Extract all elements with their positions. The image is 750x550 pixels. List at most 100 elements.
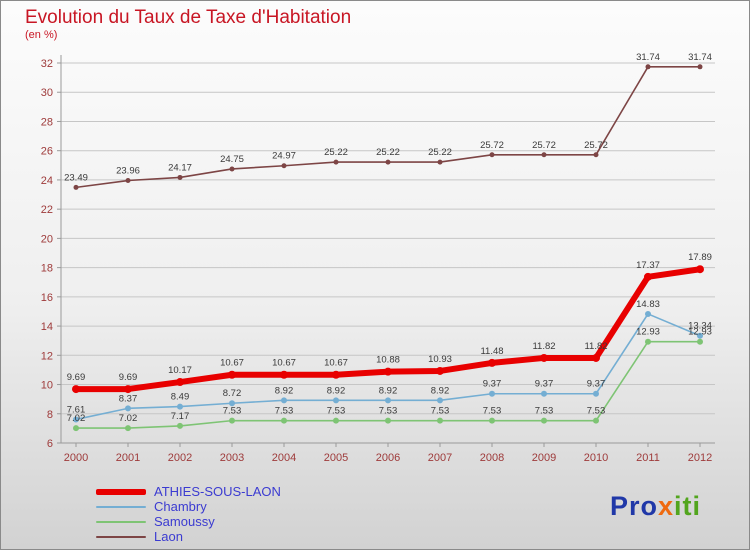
data-label-Samoussy: 7.53 xyxy=(431,406,450,417)
data-label-Chambry: 14.83 xyxy=(636,299,660,310)
legend-label: ATHIES-SOUS-LAON xyxy=(154,484,281,499)
y-tick-label: 22 xyxy=(41,204,53,216)
series-marker-Samoussy xyxy=(281,417,287,424)
data-label-Laon: 25.72 xyxy=(584,140,608,151)
data-label-ATHIES-SOUS-LAON: 10.67 xyxy=(324,358,348,369)
data-label-Samoussy: 7.53 xyxy=(587,406,606,417)
series-marker-Chambry xyxy=(385,397,391,404)
series-marker-Samoussy xyxy=(333,417,339,424)
data-label-ATHIES-SOUS-LAON: 11.82 xyxy=(532,341,555,352)
legend-item-Samoussy: Samoussy xyxy=(96,515,281,528)
data-label-Chambry: 9.37 xyxy=(587,379,606,390)
data-label-Samoussy: 7.02 xyxy=(119,413,138,424)
legend-item-ATHIES-SOUS-LAON: ATHIES-SOUS-LAON xyxy=(96,485,281,498)
series-marker-ATHIES-SOUS-LAON xyxy=(488,358,496,367)
y-tick-label: 8 xyxy=(47,409,53,421)
x-tick-label: 2005 xyxy=(324,452,348,464)
series-marker-Laon xyxy=(229,166,235,172)
data-label-Laon: 25.72 xyxy=(480,140,504,151)
series-marker-Laon xyxy=(385,159,391,165)
series-marker-Samoussy xyxy=(593,417,599,424)
series-marker-Chambry xyxy=(281,397,287,404)
series-marker-Samoussy xyxy=(73,425,79,432)
series-marker-Laon xyxy=(177,174,183,180)
data-label-ATHIES-SOUS-LAON: 10.67 xyxy=(272,358,296,369)
series-marker-Samoussy xyxy=(229,417,235,424)
data-label-ATHIES-SOUS-LAON: 11.82 xyxy=(584,341,607,352)
series-marker-ATHIES-SOUS-LAON xyxy=(384,367,392,376)
data-label-ATHIES-SOUS-LAON: 9.69 xyxy=(119,372,138,383)
series-marker-Samoussy xyxy=(645,338,651,345)
data-label-Chambry: 8.92 xyxy=(327,385,346,396)
legend-item-Chambry: Chambry xyxy=(96,500,281,513)
data-label-ATHIES-SOUS-LAON: 17.37 xyxy=(636,260,660,271)
y-tick-label: 6 xyxy=(47,438,53,450)
logo-part: Pro xyxy=(609,491,658,521)
series-marker-Chambry xyxy=(177,403,183,410)
data-label-Samoussy: 7.53 xyxy=(275,406,294,417)
data-label-Laon: 31.74 xyxy=(688,52,712,63)
data-label-Chambry: 8.37 xyxy=(119,393,138,404)
x-tick-label: 2008 xyxy=(480,452,504,464)
data-label-Laon: 23.96 xyxy=(116,166,140,177)
y-tick-label: 10 xyxy=(41,380,53,392)
series-marker-Laon xyxy=(437,159,443,165)
legend-label: Laon xyxy=(154,529,183,544)
series-marker-Chambry xyxy=(697,332,703,339)
data-label-Samoussy: 7.53 xyxy=(535,406,554,417)
x-tick-label: 2007 xyxy=(428,452,452,464)
series-marker-ATHIES-SOUS-LAON xyxy=(176,378,184,387)
y-tick-label: 12 xyxy=(41,350,53,362)
series-marker-Samoussy xyxy=(697,338,703,345)
series-marker-Chambry xyxy=(73,416,79,423)
series-marker-ATHIES-SOUS-LAON xyxy=(124,385,132,394)
series-marker-ATHIES-SOUS-LAON xyxy=(332,370,340,379)
data-label-ATHIES-SOUS-LAON: 10.88 xyxy=(376,355,400,366)
legend-item-Laon: Laon xyxy=(96,530,281,543)
series-marker-Laon xyxy=(73,184,79,190)
series-marker-Samoussy xyxy=(489,417,495,424)
data-label-Laon: 25.22 xyxy=(428,147,452,158)
data-label-Laon: 24.17 xyxy=(168,162,192,173)
data-label-Samoussy: 7.53 xyxy=(379,406,398,417)
series-marker-ATHIES-SOUS-LAON xyxy=(72,385,80,394)
series-marker-Samoussy xyxy=(437,417,443,424)
data-label-Chambry: 13.34 xyxy=(688,321,712,332)
data-label-Samoussy: 7.53 xyxy=(223,406,242,417)
data-label-ATHIES-SOUS-LAON: 10.17 xyxy=(168,365,192,376)
y-tick-label: 24 xyxy=(41,175,53,187)
data-label-Laon: 23.49 xyxy=(64,172,88,183)
data-label-Samoussy: 12.93 xyxy=(636,327,660,338)
data-label-Chambry: 8.92 xyxy=(275,385,294,396)
proxiti-logo: Proxiti xyxy=(610,491,701,522)
series-marker-ATHIES-SOUS-LAON xyxy=(540,353,548,362)
y-tick-label: 32 xyxy=(41,58,53,70)
y-tick-label: 28 xyxy=(41,116,53,128)
data-label-Chambry: 9.37 xyxy=(483,379,502,390)
series-marker-Chambry xyxy=(229,400,235,407)
series-marker-ATHIES-SOUS-LAON xyxy=(592,353,600,362)
y-tick-label: 26 xyxy=(41,146,53,158)
legend-swatch xyxy=(96,488,146,495)
line-chart: 6 8 10 12 14 16 18 20 22 24 26 28 30 32 2000 2001 2002 20… xyxy=(41,52,715,464)
data-label-Samoussy: 12.93 xyxy=(688,327,712,338)
series-marker-Samoussy xyxy=(385,417,391,424)
series-marker-Chambry xyxy=(489,390,495,397)
y-tick-label: 30 xyxy=(41,87,53,99)
data-label-Samoussy: 7.17 xyxy=(171,411,190,422)
chart-legend: ATHIES-SOUS-LAON Chambry Samoussy Laon xyxy=(96,485,281,543)
series-marker-ATHIES-SOUS-LAON xyxy=(280,370,288,379)
data-label-Laon: 31.74 xyxy=(636,52,660,63)
x-tick-label: 2010 xyxy=(584,452,608,464)
series-marker-Samoussy xyxy=(125,425,131,432)
data-label-Laon: 25.22 xyxy=(324,147,348,158)
data-label-ATHIES-SOUS-LAON: 10.93 xyxy=(428,354,452,365)
x-tick-label: 2003 xyxy=(220,452,244,464)
data-label-Chambry: 8.92 xyxy=(379,385,398,396)
data-label-Chambry: 8.49 xyxy=(171,392,190,403)
x-tick-label: 2002 xyxy=(168,452,192,464)
data-label-Laon: 24.97 xyxy=(272,151,296,162)
series-marker-ATHIES-SOUS-LAON xyxy=(644,272,652,281)
y-tick-label: 14 xyxy=(41,321,53,333)
data-label-Laon: 24.75 xyxy=(220,154,244,165)
